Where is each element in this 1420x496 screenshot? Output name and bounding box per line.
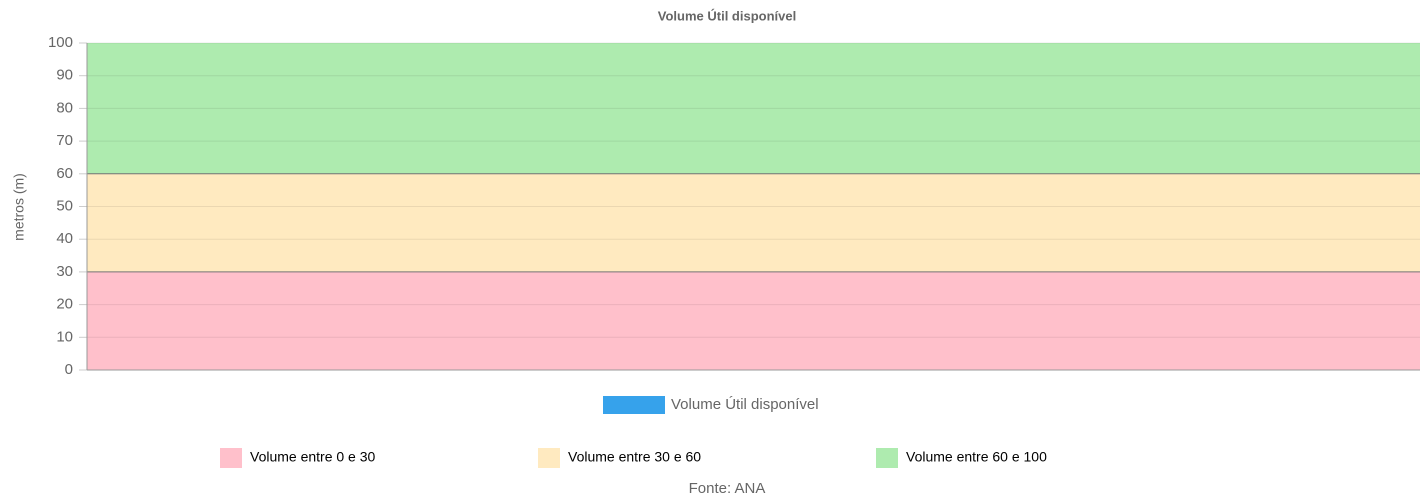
legend-label: Volume Útil disponível <box>671 396 819 413</box>
band <box>87 43 1420 174</box>
y-tick-label: 60 <box>56 165 73 182</box>
y-tick-label: 50 <box>56 197 73 214</box>
y-tick-label: 100 <box>48 34 73 51</box>
band <box>87 271 1420 370</box>
legend-label: Volume entre 0 e 30 <box>250 449 376 465</box>
legend-swatch <box>538 448 560 468</box>
y-tick-label: 40 <box>56 230 73 247</box>
y-tick-label: 80 <box>56 99 73 116</box>
legend-swatch <box>876 448 898 468</box>
band <box>87 173 1420 272</box>
y-tick-label: 70 <box>56 132 73 149</box>
chart-title: Volume Útil disponível <box>658 8 796 23</box>
y-tick-label: 90 <box>56 67 73 84</box>
y-tick-label: 10 <box>56 328 73 345</box>
source: Fonte: ANA <box>689 480 766 496</box>
y-tick-label: 0 <box>65 361 73 378</box>
legend-label: Volume entre 30 e 60 <box>568 449 701 465</box>
legend-label: Volume entre 60 e 100 <box>906 449 1047 465</box>
legend-swatch <box>220 448 242 468</box>
y-tick-label: 20 <box>56 296 73 313</box>
y-tick-label: 30 <box>56 263 73 280</box>
legend-swatch <box>603 396 665 414</box>
y-axis-label: metros (m) <box>11 173 27 241</box>
